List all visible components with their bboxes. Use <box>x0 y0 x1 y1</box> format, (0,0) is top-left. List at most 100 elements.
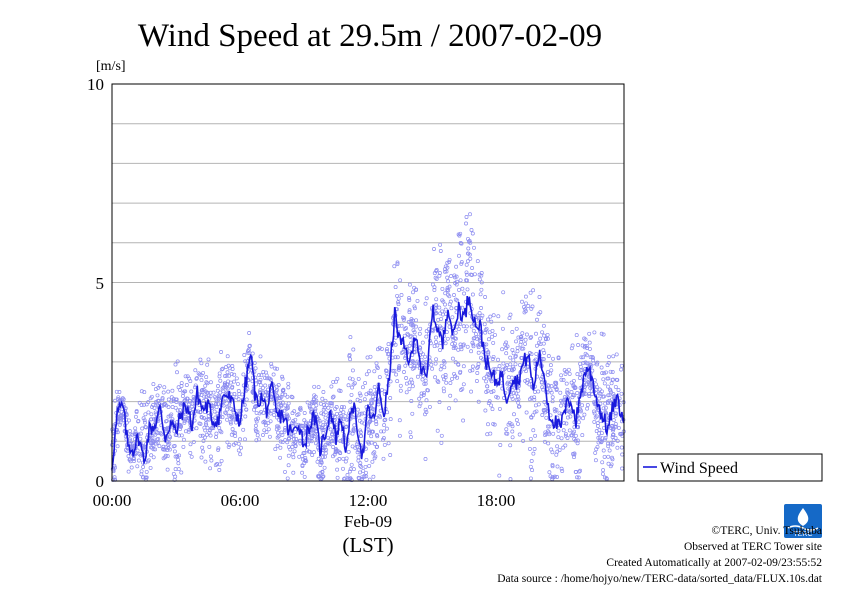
data-point <box>445 275 450 280</box>
data-point <box>598 438 603 443</box>
data-point <box>502 367 507 371</box>
data-point <box>477 316 481 321</box>
data-point <box>559 377 564 382</box>
data-point <box>602 371 607 376</box>
data-point <box>385 347 389 352</box>
data-point <box>371 474 376 479</box>
data-point <box>393 342 398 347</box>
data-point <box>379 429 384 434</box>
data-point <box>518 362 522 367</box>
data-point <box>363 464 368 469</box>
data-point <box>516 388 521 393</box>
data-point <box>573 433 578 438</box>
data-point <box>116 395 121 400</box>
data-point <box>461 418 466 423</box>
data-point <box>150 445 155 450</box>
data-point <box>477 277 482 282</box>
data-point <box>504 351 509 356</box>
data-point <box>203 428 208 433</box>
data-point <box>545 332 550 337</box>
data-point <box>616 425 621 430</box>
data-point <box>524 410 529 415</box>
data-point <box>143 412 148 417</box>
data-point <box>352 381 357 386</box>
data-point <box>344 424 349 429</box>
data-point <box>166 397 171 402</box>
data-point <box>476 362 481 366</box>
data-point <box>542 400 547 404</box>
data-point <box>261 370 266 374</box>
data-point <box>175 408 180 413</box>
data-point <box>198 357 203 362</box>
data-point <box>398 383 403 388</box>
data-point <box>381 429 386 434</box>
data-point <box>233 430 237 435</box>
data-point <box>236 389 241 393</box>
data-point <box>293 430 298 435</box>
data-point <box>143 424 148 429</box>
data-point <box>608 388 613 393</box>
data-point <box>225 407 230 412</box>
data-point <box>243 359 248 364</box>
data-point <box>448 381 453 385</box>
data-point <box>166 389 171 394</box>
data-point <box>208 380 213 385</box>
data-point <box>319 411 324 416</box>
data-point <box>290 452 295 457</box>
data-point <box>501 361 506 366</box>
data-point <box>221 403 226 408</box>
data-point <box>339 407 344 412</box>
plot-frame <box>111 83 625 482</box>
data-point <box>322 444 327 449</box>
data-point <box>541 408 546 412</box>
data-point <box>276 424 281 429</box>
data-point <box>225 370 230 375</box>
data-point <box>501 290 506 295</box>
data-point <box>599 389 604 394</box>
data-point <box>321 390 326 394</box>
data-point <box>232 392 237 396</box>
data-point <box>548 363 553 368</box>
data-point <box>407 296 411 301</box>
data-point <box>276 430 281 435</box>
data-point <box>227 373 232 378</box>
data-point <box>604 370 608 375</box>
data-point <box>283 469 287 474</box>
data-point <box>370 429 375 434</box>
data-point <box>388 417 393 422</box>
data-point <box>369 401 374 406</box>
data-point <box>276 434 281 439</box>
data-point <box>543 433 548 438</box>
data-point <box>214 435 218 439</box>
data-point <box>377 345 382 350</box>
data-point <box>603 401 608 406</box>
data-point <box>384 371 389 376</box>
data-point <box>344 417 349 422</box>
data-point <box>386 342 391 347</box>
data-point <box>459 241 464 246</box>
data-point <box>397 418 402 423</box>
data-point <box>335 475 340 480</box>
data-point <box>384 369 389 373</box>
data-point <box>603 405 608 410</box>
data-point <box>565 387 570 392</box>
data-point <box>349 462 354 467</box>
data-point <box>564 381 569 386</box>
data-point <box>442 365 447 370</box>
data-point <box>609 424 614 429</box>
data-point <box>458 278 463 283</box>
data-point <box>163 419 168 424</box>
data-point <box>372 385 377 389</box>
data-point <box>459 261 464 266</box>
data-point <box>355 450 360 455</box>
data-point <box>508 355 513 360</box>
data-point <box>286 453 291 458</box>
data-point <box>398 388 403 393</box>
data-point <box>144 425 149 430</box>
data-point <box>380 387 384 392</box>
data-point <box>458 322 463 327</box>
data-point <box>531 288 536 293</box>
data-point <box>529 459 534 463</box>
data-point <box>368 391 373 396</box>
data-point <box>438 242 443 247</box>
